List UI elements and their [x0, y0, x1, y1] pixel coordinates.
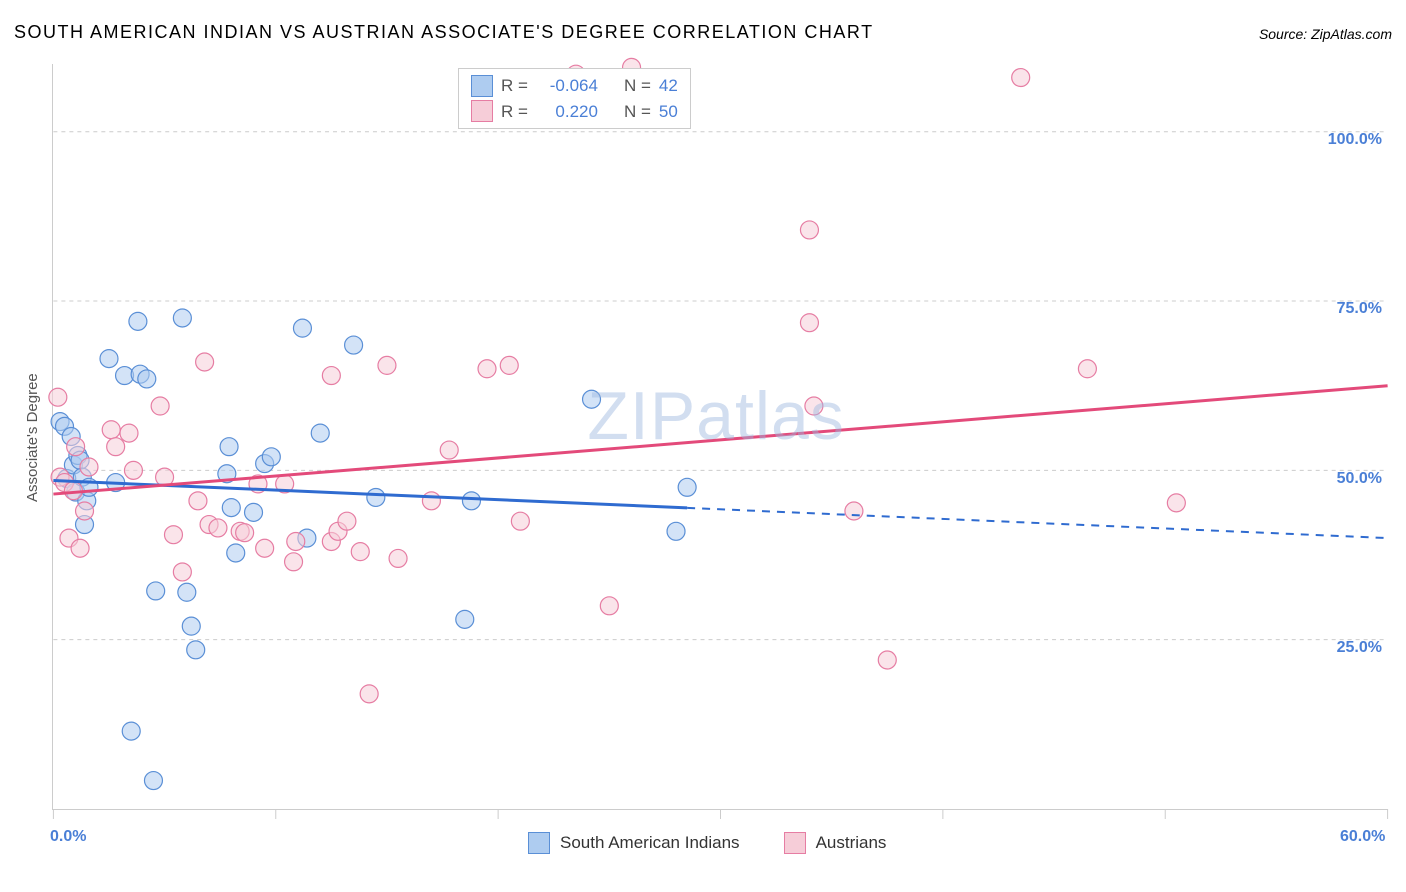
y-axis-title: Associate's Degree [24, 373, 41, 502]
n-label: N = [624, 99, 651, 125]
plot-area: ZIPatlas [52, 64, 1388, 810]
r-value: 0.220 [536, 99, 598, 125]
n-value: 42 [659, 73, 678, 99]
legend-bottom: South American Indians Austrians [528, 832, 886, 854]
r-label: R = [501, 73, 528, 99]
source-attribution: Source: ZipAtlas.com [1259, 26, 1392, 42]
legend-stats-box: R = -0.064 N = 42 R = 0.220 N = 50 [458, 68, 691, 129]
y-tick-label: 50.0% [1337, 470, 1382, 488]
r-label: R = [501, 99, 528, 125]
y-tick-label: 25.0% [1337, 639, 1382, 657]
legend-swatch [784, 832, 806, 854]
source-label: Source: [1259, 26, 1307, 42]
legend-stats-row: R = -0.064 N = 42 [471, 73, 678, 99]
x-tick-label: 60.0% [1340, 828, 1385, 846]
n-value: 50 [659, 99, 678, 125]
chart-title: SOUTH AMERICAN INDIAN VS AUSTRIAN ASSOCI… [14, 22, 874, 43]
legend-item: South American Indians [528, 832, 740, 854]
legend-series-name: Austrians [816, 833, 887, 853]
y-tick-label: 75.0% [1337, 300, 1382, 318]
plot-svg-layer [53, 64, 1388, 809]
legend-swatch [528, 832, 550, 854]
n-label: N = [624, 73, 651, 99]
y-tick-label: 100.0% [1328, 131, 1382, 149]
r-value: -0.064 [536, 73, 598, 99]
legend-series-name: South American Indians [560, 833, 740, 853]
correlation-chart: SOUTH AMERICAN INDIAN VS AUSTRIAN ASSOCI… [0, 0, 1406, 892]
source-name: ZipAtlas.com [1311, 26, 1392, 42]
legend-item: Austrians [784, 832, 887, 854]
legend-swatch [471, 100, 493, 122]
x-tick-label: 0.0% [50, 828, 86, 846]
legend-stats-row: R = 0.220 N = 50 [471, 99, 678, 125]
legend-swatch [471, 75, 493, 97]
